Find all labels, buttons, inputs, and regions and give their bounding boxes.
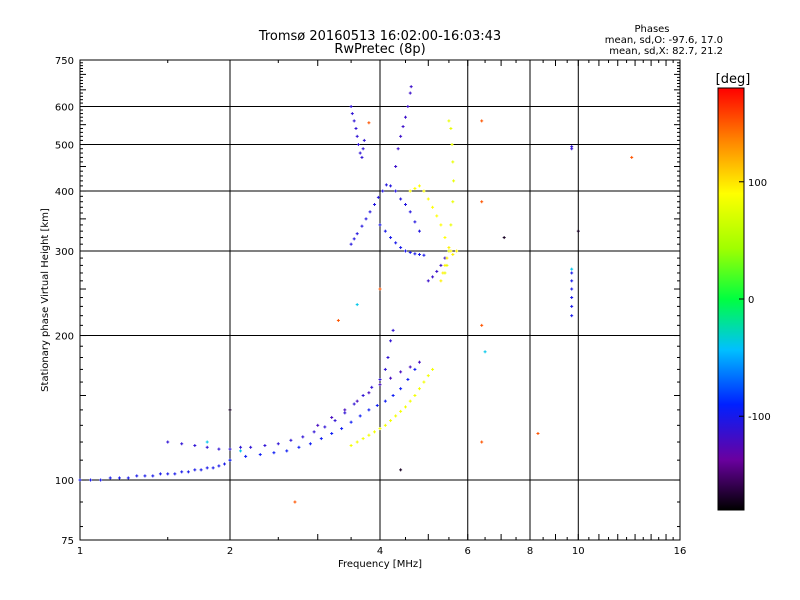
x-tick-label: 2 <box>227 546 233 557</box>
y-tick-label: 300 <box>55 247 74 258</box>
stats-heading: Phases <box>634 24 669 35</box>
x-tick-label: 10 <box>572 546 585 557</box>
y-tick-label: 750 <box>55 56 74 67</box>
y-tick-label: 75 <box>61 536 74 547</box>
y-tick-label: 600 <box>55 103 74 114</box>
stats-o-line: mean, sd,O: -97.6, 17.0 <box>605 35 723 46</box>
colorbar-tick-label: 0 <box>748 295 754 306</box>
y-tick-label: 500 <box>55 141 74 152</box>
chart-title: Tromsø 20160513 16:02:00-16:03:43 <box>258 29 501 44</box>
colorbar-tick-label: -100 <box>748 412 771 423</box>
colorbar-tick-label: 100 <box>748 178 767 189</box>
colorbar-label: [deg] <box>716 72 751 87</box>
x-tick-label: 16 <box>674 546 687 557</box>
y-axis-label: Stationary phase Virtual Height [km] <box>40 208 51 392</box>
y-tick-label: 200 <box>55 332 74 343</box>
x-tick-label: 4 <box>377 546 383 557</box>
x-tick-label: 6 <box>465 546 471 557</box>
chart-subtitle: RwPretec (8p) <box>334 42 425 57</box>
grid-lines <box>80 60 680 540</box>
x-tick-label: 8 <box>527 546 533 557</box>
y-axis: 75 100 200 300 400 500 600 750 <box>55 56 680 547</box>
colorbar-ticks: 100 0 -100 <box>739 178 771 423</box>
x-tick-label: 1 <box>77 546 83 557</box>
stats-x-line: mean, sd,X: 82.7, 21.2 <box>609 46 723 57</box>
x-axis-label: Frequency [MHz] <box>338 559 422 570</box>
y-tick-label: 100 <box>55 476 74 487</box>
data-points <box>78 85 634 504</box>
y-tick-label: 400 <box>55 187 74 198</box>
x-axis: 1 2 4 6 8 10 16 <box>77 60 687 557</box>
